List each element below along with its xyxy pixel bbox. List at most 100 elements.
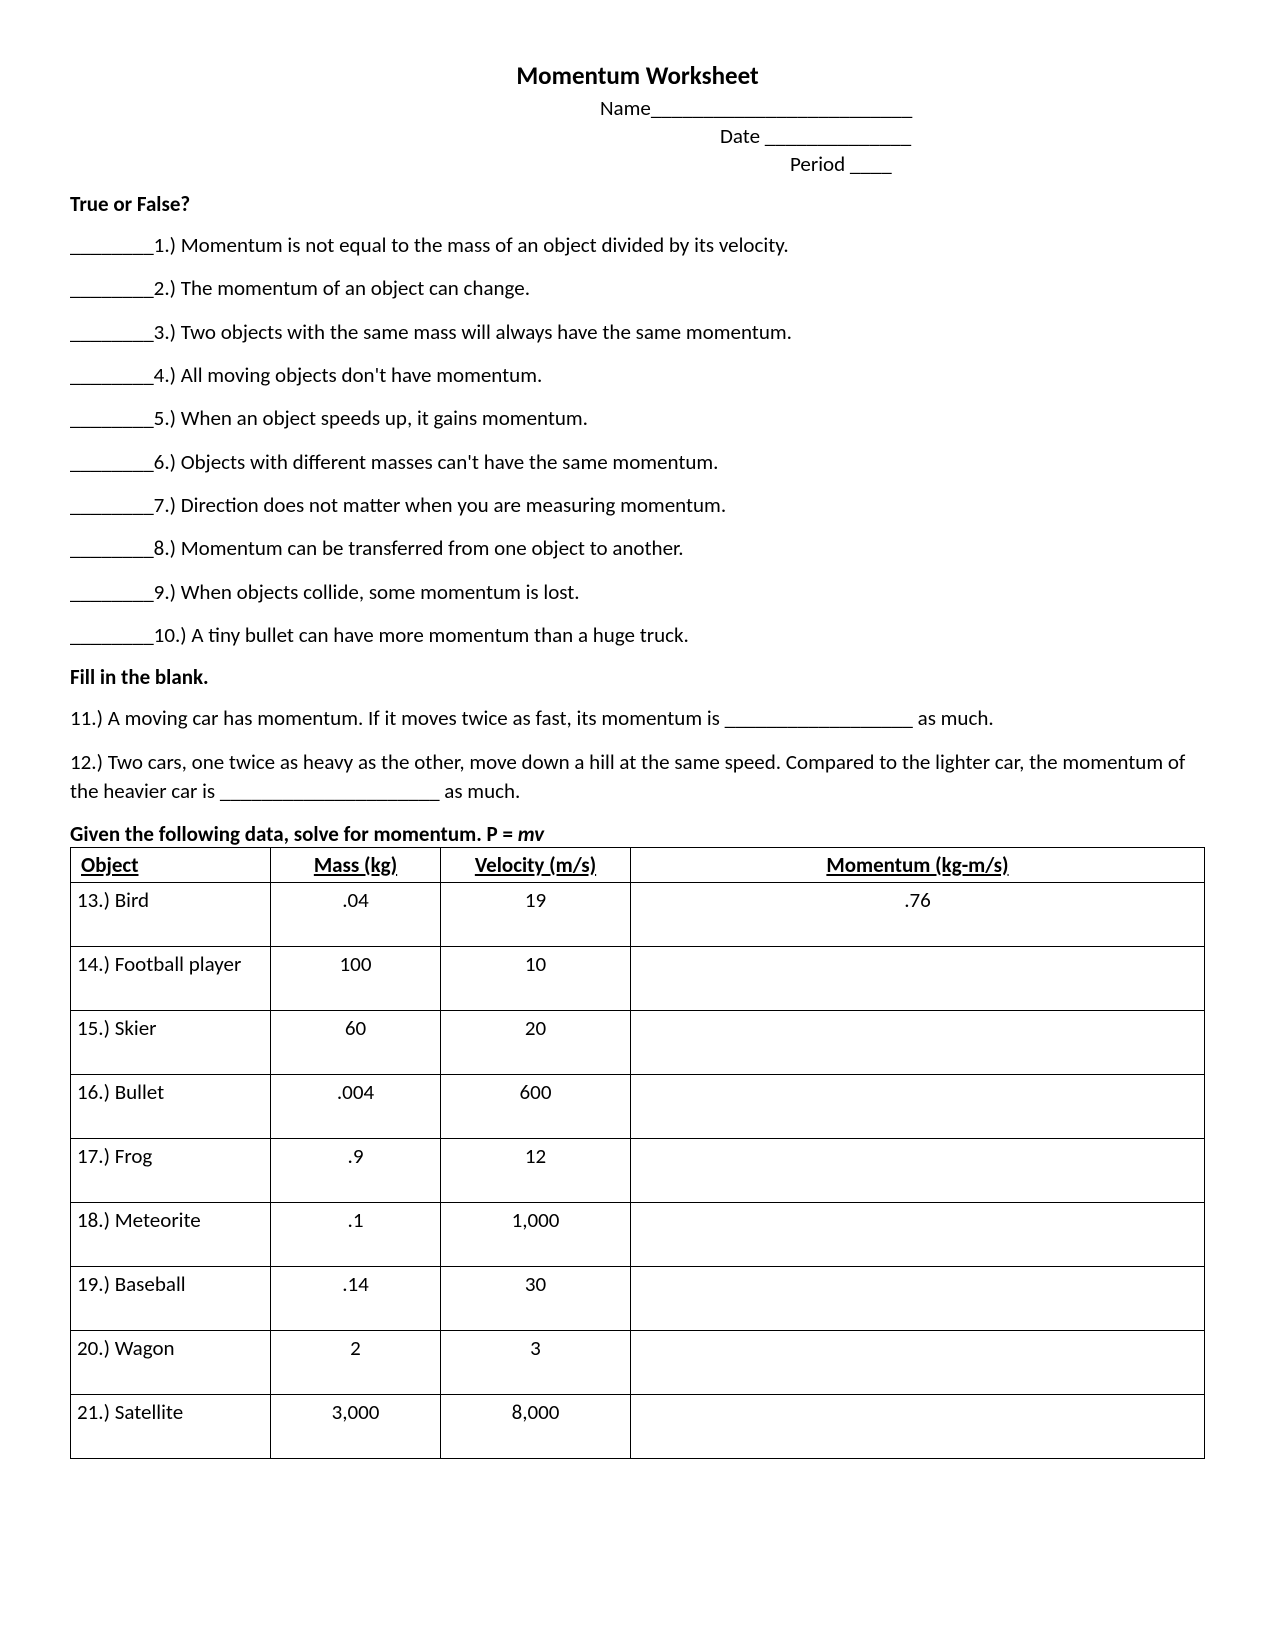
date-blank[interactable]: ______________ (765, 123, 911, 149)
cell-mass: .04 (271, 882, 441, 946)
momentum-table: Object Mass (kg) Velocity (m/s) Momentum… (70, 847, 1205, 1459)
cell-mass: .9 (271, 1138, 441, 1202)
tf-item: ________4.) All moving objects don't hav… (70, 361, 1205, 389)
tf-item: ________3.) Two objects with the same ma… (70, 318, 1205, 346)
name-field-line: Name_________________________ (70, 95, 1205, 121)
answer-blank[interactable]: ________ (70, 449, 154, 475)
cell-mass: 2 (271, 1330, 441, 1394)
tf-text: 6.) Objects with different masses can't … (154, 449, 719, 475)
answer-blank[interactable]: ________ (70, 232, 154, 258)
table-row: 17.) Frog .9 12 (71, 1138, 1205, 1202)
cell-object: 13.) Bird (71, 882, 271, 946)
table-row: 19.) Baseball .14 30 (71, 1266, 1205, 1330)
cell-velocity: 30 (441, 1266, 631, 1330)
table-row: 15.) Skier 60 20 (71, 1010, 1205, 1074)
tf-item: ________5.) When an object speeds up, it… (70, 404, 1205, 432)
tf-item: ________6.) Objects with different masse… (70, 448, 1205, 476)
cell-mass: 60 (271, 1010, 441, 1074)
fill-blank-heading: Fill in the blank. (70, 664, 1205, 690)
tf-text: 10.) A tiny bullet can have more momentu… (154, 622, 689, 648)
cell-velocity: 10 (441, 946, 631, 1010)
page-title: Momentum Worksheet (70, 60, 1205, 91)
cell-momentum[interactable] (631, 1074, 1205, 1138)
cell-object: 21.) Satellite (71, 1394, 271, 1458)
tf-item: ________8.) Momentum can be transferred … (70, 534, 1205, 562)
cell-momentum[interactable] (631, 1330, 1205, 1394)
cell-velocity: 19 (441, 882, 631, 946)
answer-blank[interactable]: ________ (70, 319, 154, 345)
period-blank[interactable]: ____ (850, 151, 892, 177)
cell-object: 15.) Skier (71, 1010, 271, 1074)
cell-momentum[interactable] (631, 1266, 1205, 1330)
period-label: Period (790, 151, 845, 177)
tf-text: 5.) When an object speeds up, it gains m… (154, 405, 588, 431)
answer-blank[interactable]: ________ (70, 579, 154, 605)
cell-object: 17.) Frog (71, 1138, 271, 1202)
table-row: 20.) Wagon 2 3 (71, 1330, 1205, 1394)
tf-item: ________9.) When objects collide, some m… (70, 578, 1205, 606)
tf-text: 7.) Direction does not matter when you a… (154, 492, 726, 518)
answer-blank[interactable]: ________ (70, 492, 154, 518)
cell-momentum[interactable] (631, 1010, 1205, 1074)
answer-blank[interactable]: ________ (70, 622, 154, 648)
cell-object: 19.) Baseball (71, 1266, 271, 1330)
cell-velocity: 8,000 (441, 1394, 631, 1458)
cell-mass: .1 (271, 1202, 441, 1266)
cell-momentum[interactable] (631, 1138, 1205, 1202)
true-false-heading: True or False? (70, 191, 1205, 217)
answer-blank[interactable]: ________ (70, 535, 154, 561)
tf-item: ________1.) Momentum is not equal to the… (70, 231, 1205, 259)
cell-momentum[interactable] (631, 1394, 1205, 1458)
tf-text: 1.) Momentum is not equal to the mass of… (154, 232, 789, 258)
fill-blank-item: 12.) Two cars, one twice as heavy as the… (70, 748, 1205, 807)
col-header-velocity: Velocity (m/s) (441, 847, 631, 882)
tf-text: 9.) When objects collide, some momentum … (154, 579, 580, 605)
table-row: 14.) Football player 100 10 (71, 946, 1205, 1010)
tf-text: 8.) Momentum can be transferred from one… (154, 535, 684, 561)
cell-velocity: 20 (441, 1010, 631, 1074)
cell-momentum[interactable]: .76 (631, 882, 1205, 946)
tf-item: ________2.) The momentum of an object ca… (70, 274, 1205, 302)
answer-blank[interactable]: ________ (70, 362, 154, 388)
cell-mass: .004 (271, 1074, 441, 1138)
table-row: 16.) Bullet .004 600 (71, 1074, 1205, 1138)
worksheet-page: Momentum Worksheet Name_________________… (0, 0, 1275, 1650)
fill-blank-item: 11.) A moving car has momentum. If it mo… (70, 704, 1205, 733)
answer-blank[interactable]: ________ (70, 275, 154, 301)
tf-text: 2.) The momentum of an object can change… (154, 275, 530, 301)
tf-item: ________7.) Direction does not matter wh… (70, 491, 1205, 519)
cell-object: 18.) Meteorite (71, 1202, 271, 1266)
cell-object: 20.) Wagon (71, 1330, 271, 1394)
cell-velocity: 1,000 (441, 1202, 631, 1266)
cell-velocity: 3 (441, 1330, 631, 1394)
period-field-line: Period ____ (70, 151, 1205, 177)
name-blank[interactable]: _________________________ (651, 95, 912, 121)
date-label: Date (720, 123, 760, 149)
cell-momentum[interactable] (631, 1202, 1205, 1266)
table-row: 21.) Satellite 3,000 8,000 (71, 1394, 1205, 1458)
cell-mass: 100 (271, 946, 441, 1010)
col-header-mass: Mass (kg) (271, 847, 441, 882)
cell-velocity: 12 (441, 1138, 631, 1202)
date-field-line: Date ______________ (70, 123, 1205, 149)
col-header-momentum: Momentum (kg-m/s) (631, 847, 1205, 882)
answer-blank[interactable]: ________ (70, 405, 154, 431)
table-heading-prefix: Given the following data, solve for mome… (70, 821, 518, 847)
cell-object: 16.) Bullet (71, 1074, 271, 1138)
cell-object: 14.) Football player (71, 946, 271, 1010)
table-heading: Given the following data, solve for mome… (70, 821, 1205, 847)
table-body: 13.) Bird .04 19 .76 14.) Football playe… (71, 882, 1205, 1458)
tf-text: 3.) Two objects with the same mass will … (154, 319, 792, 345)
table-row: 18.) Meteorite .1 1,000 (71, 1202, 1205, 1266)
cell-velocity: 600 (441, 1074, 631, 1138)
table-heading-formula: mv (518, 821, 544, 847)
col-header-object: Object (71, 847, 271, 882)
cell-mass: 3,000 (271, 1394, 441, 1458)
tf-text: 4.) All moving objects don't have moment… (154, 362, 543, 388)
true-false-list: ________1.) Momentum is not equal to the… (70, 231, 1205, 649)
table-row: 13.) Bird .04 19 .76 (71, 882, 1205, 946)
cell-mass: .14 (271, 1266, 441, 1330)
table-header-row: Object Mass (kg) Velocity (m/s) Momentum… (71, 847, 1205, 882)
cell-momentum[interactable] (631, 946, 1205, 1010)
tf-item: ________10.) A tiny bullet can have more… (70, 621, 1205, 649)
